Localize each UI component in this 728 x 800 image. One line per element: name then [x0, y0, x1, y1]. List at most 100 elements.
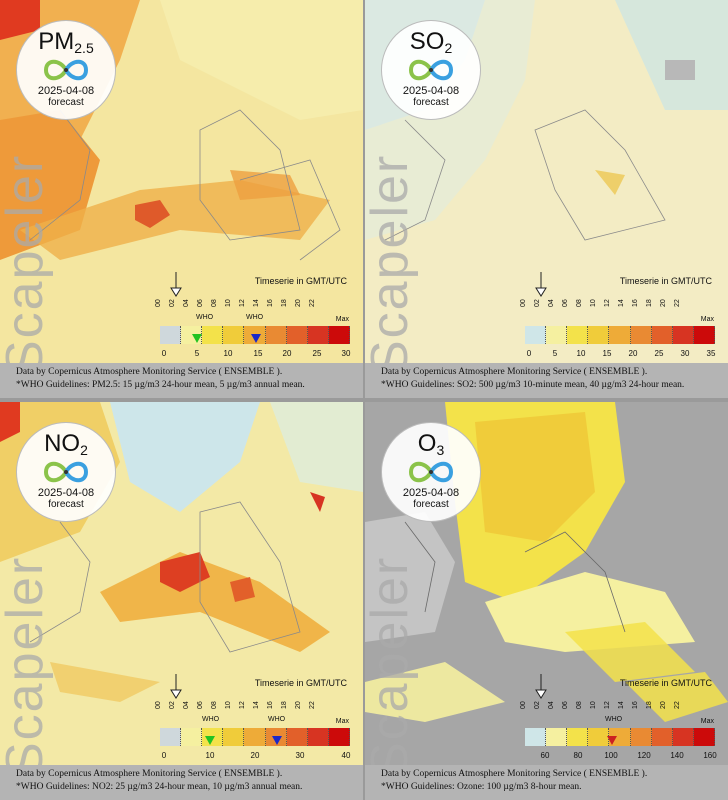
hour-tick: 16: [267, 701, 274, 709]
who-blue-marker-icon: [272, 736, 282, 745]
scale-segment: [630, 326, 652, 344]
hour-tick: 12: [604, 701, 611, 709]
scale-segment: [567, 326, 589, 344]
scale-number: 0: [161, 751, 167, 760]
scapeler-logo-icon: [43, 461, 89, 483]
no2-badge: NO2 2025-04-08 forecast: [16, 422, 116, 522]
scale-number: 140: [670, 751, 684, 760]
forecast-date: 2025-04-08: [37, 487, 95, 499]
hour-tick: 02: [169, 701, 176, 709]
hour-tick: 12: [604, 299, 611, 307]
hour-ticks: 00 02 04 06 08 10 12 14 16 18 20 22: [155, 701, 352, 724]
scale-number: 20: [628, 349, 638, 358]
hour-tick: 14: [618, 299, 625, 307]
hour-tick: 14: [618, 701, 625, 709]
scale-number: 20: [282, 349, 292, 358]
who-annual-label: WHO: [202, 716, 220, 723]
scale-segment: [546, 728, 568, 746]
scale-segment: [202, 326, 224, 344]
scale-segment: [181, 728, 203, 746]
so2-panel: SO2 2025-04-08 forecast Scapeler Timeser…: [365, 0, 728, 398]
current-time-arrow-icon: [535, 272, 547, 297]
scale-number: 30: [341, 349, 351, 358]
scale-segment: [223, 326, 245, 344]
hour-tick: 04: [183, 299, 190, 307]
scapeler-logo-icon: [408, 59, 454, 81]
scale-number: 25: [312, 349, 322, 358]
scale-number: 0: [161, 349, 167, 358]
scale-number: 20: [250, 751, 260, 760]
pollutant-title: O3: [417, 430, 445, 458]
scale-number: 60: [540, 751, 550, 760]
scale-numbers: 0 10 20 30 40: [160, 751, 355, 763]
scale-number: 30: [295, 751, 305, 760]
hour-tick: 18: [646, 701, 653, 709]
scale-segment: [307, 728, 329, 746]
scale-segment: [630, 728, 652, 746]
hour-tick: 00: [520, 701, 527, 709]
o3-panel: O3 2025-04-08 forecast Scapeler Timeseri…: [365, 402, 728, 800]
forecast-date: 2025-04-08: [37, 85, 95, 97]
hour-tick: 06: [197, 701, 204, 709]
o3-badge: O3 2025-04-08 forecast: [381, 422, 481, 522]
so2-badge: SO2 2025-04-08 forecast: [381, 20, 481, 120]
hour-tick: 00: [520, 299, 527, 307]
scale-segment: [328, 728, 350, 746]
hour-tick: 02: [534, 299, 541, 307]
max-label: Max: [335, 718, 349, 725]
scale-number: 5: [552, 349, 558, 358]
scale-segment: [693, 728, 715, 746]
scale-number: 30: [680, 349, 690, 358]
scapeler-logo-icon: [43, 59, 89, 81]
attribution-footer: Data by Copernicus Atmosphere Monitoring…: [365, 363, 728, 398]
hour-tick: 20: [660, 299, 667, 307]
hour-tick: 02: [534, 701, 541, 709]
hour-tick: 16: [267, 299, 274, 307]
scale-segment: [286, 728, 308, 746]
hour-tick: 18: [646, 299, 653, 307]
forecast-date: 2025-04-08: [402, 85, 460, 97]
hour-tick: 08: [211, 299, 218, 307]
forecast-label: forecast: [413, 97, 449, 108]
hour-tick: 16: [632, 299, 639, 307]
scale-numbers: 60 80 100 120 140 160: [525, 751, 720, 763]
max-label: Max: [700, 316, 714, 323]
scale-segment: [546, 326, 568, 344]
hour-tick: 08: [576, 299, 583, 307]
forecast-label: forecast: [413, 499, 449, 510]
timeserie-label: Timeserie in GMT/UTC: [619, 678, 712, 688]
scale-number: 15: [253, 349, 263, 358]
color-scale: [160, 728, 350, 746]
max-label: Max: [335, 316, 349, 323]
pollutant-title: NO2: [44, 430, 88, 458]
hour-tick: 04: [548, 701, 555, 709]
scale-segment: [160, 728, 182, 746]
scale-number: 5: [194, 349, 200, 358]
scale-segment: [307, 326, 329, 344]
who-8h-label: WHO: [605, 716, 623, 723]
scale-segment: [160, 326, 182, 344]
hour-tick: 08: [211, 701, 218, 709]
pm25-badge: PM2.5 2025-04-08 forecast: [16, 20, 116, 120]
hour-tick: 06: [562, 299, 569, 307]
pollutant-title: PM2.5: [38, 28, 94, 56]
scale-segment: [328, 326, 350, 344]
who-blue-marker-icon: [251, 334, 261, 343]
hour-tick: 04: [548, 299, 555, 307]
pm25-map-graphic: [0, 0, 363, 363]
color-scale: [525, 326, 715, 344]
scale-number: 80: [573, 751, 583, 760]
scale-number: 10: [205, 751, 215, 760]
attribution-line: Data by Copernicus Atmosphere Monitoring…: [16, 769, 283, 779]
pm25-map[interactable]: [0, 0, 363, 363]
hour-tick: 06: [562, 701, 569, 709]
scale-segment: [672, 728, 694, 746]
hour-tick: 18: [281, 299, 288, 307]
hour-tick: 22: [674, 701, 681, 709]
scale-segment: [651, 728, 673, 746]
hour-tick: 14: [253, 701, 260, 709]
scale-number: 15: [602, 349, 612, 358]
scale-number: 120: [637, 751, 651, 760]
scale-segment: [588, 326, 610, 344]
